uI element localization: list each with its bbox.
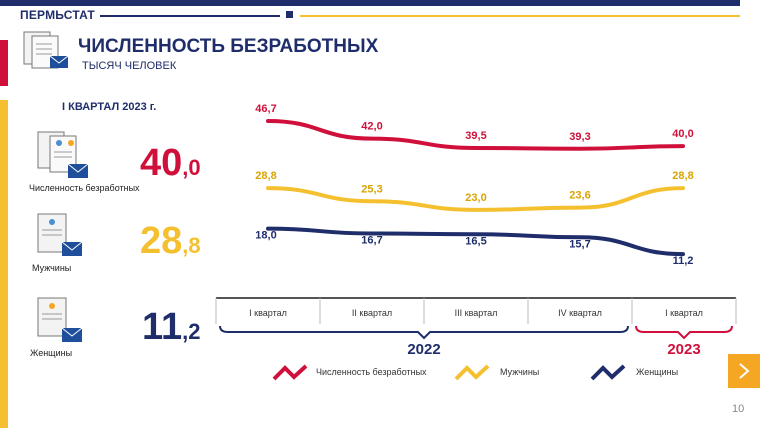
- legend-swatch: [272, 364, 308, 381]
- data-label: 39,3: [569, 131, 590, 143]
- x-tick-label: II квартал: [352, 308, 392, 318]
- summary-label-women: Женщины: [30, 348, 73, 358]
- series-line-2: [266, 226, 685, 257]
- summary-period: I КВАРТАЛ 2023 г.: [62, 101, 157, 113]
- data-label: 23,0: [465, 192, 486, 204]
- data-label: 28,8: [672, 170, 693, 182]
- summary-value-men: 28,8: [140, 220, 201, 262]
- page-number: 10: [732, 403, 745, 415]
- data-label: 28,8: [255, 170, 276, 182]
- unemployed-docs-icon: [37, 131, 89, 178]
- year-label: 2022: [407, 341, 440, 358]
- header-divider-blue: [100, 15, 280, 17]
- accent-bar-red: [0, 40, 8, 86]
- data-label: 40,0: [672, 128, 693, 140]
- x-tick-label: III квартал: [455, 308, 498, 318]
- summary-label-men: Мужчины: [32, 263, 72, 273]
- data-label: 15,7: [569, 238, 590, 250]
- data-label: 46,7: [255, 103, 276, 115]
- legend-label: Численность безработных: [316, 367, 427, 377]
- x-tick-label: IV квартал: [558, 308, 602, 318]
- legend-label: Мужчины: [500, 367, 539, 377]
- summary-label-total: Численность безработных: [29, 183, 140, 193]
- legend-label: Женщины: [636, 367, 678, 377]
- data-label: 23,6: [569, 190, 590, 202]
- series-line-1: [266, 186, 685, 212]
- header-divider-yellow: [300, 15, 740, 17]
- header-top-bar: [0, 0, 740, 6]
- legend-swatch: [590, 364, 626, 381]
- accent-bar-yellow: [0, 100, 8, 428]
- data-label: 25,3: [361, 183, 382, 195]
- data-label: 16,5: [465, 235, 486, 247]
- data-label: 18,0: [255, 230, 276, 242]
- chevron-right-icon: [739, 363, 750, 379]
- page-title: ЧИСЛЕННОСТЬ БЕЗРАБОТНЫХ: [78, 36, 379, 57]
- year-bracket: [219, 325, 629, 340]
- x-tick-label: I квартал: [249, 308, 287, 318]
- data-label: 11,2: [673, 255, 694, 267]
- documents-icon: [23, 31, 69, 69]
- summary-value-total: 40,0: [140, 142, 201, 184]
- series-line-0: [266, 119, 685, 151]
- year-label: 2023: [667, 341, 700, 358]
- data-label: 16,7: [361, 235, 382, 247]
- data-label: 42,0: [361, 121, 382, 133]
- summary-value-women: 11,2: [142, 306, 201, 348]
- legend-swatch: [454, 364, 490, 381]
- page-subtitle: ТЫСЯЧ ЧЕЛОВЕК: [82, 60, 177, 72]
- women-doc-icon: [37, 297, 83, 342]
- data-label: 39,5: [465, 130, 486, 142]
- year-bracket: [635, 325, 733, 340]
- header-divider-square: [286, 11, 293, 18]
- x-tick-label: I квартал: [665, 308, 703, 318]
- next-slide-button[interactable]: [728, 354, 760, 388]
- org-name: ПЕРМЬСТАТ: [20, 8, 95, 22]
- men-doc-icon: [37, 213, 83, 256]
